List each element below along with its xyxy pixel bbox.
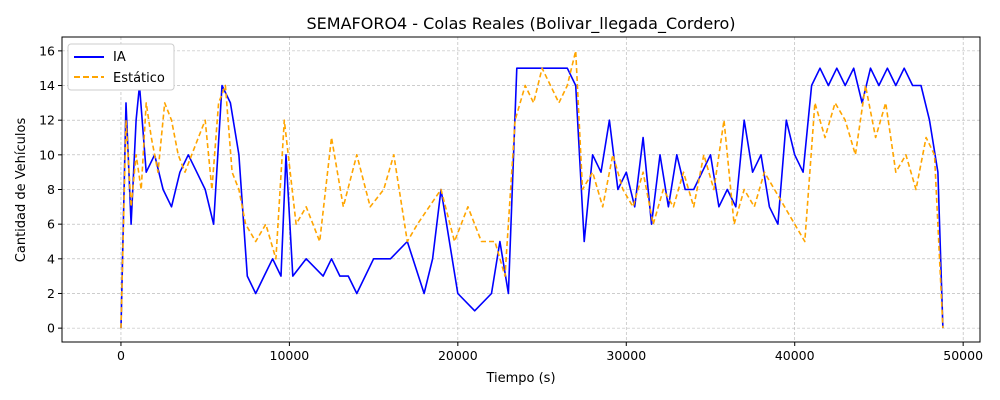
y-tick-label: 6 — [47, 217, 55, 232]
y-tick-label: 2 — [47, 286, 55, 301]
legend-label-estatico: Estático — [113, 71, 165, 86]
y-axis: 0 2 4 6 8 10 12 14 16 — [39, 43, 62, 336]
legend-box — [67, 43, 175, 91]
series-line-est-tico — [120, 50, 944, 329]
x-axis-label: Tiempo (s) — [485, 371, 555, 386]
legend-label-ia: IA — [113, 50, 126, 65]
y-tick-label: 8 — [47, 182, 55, 197]
x-tick-label: 0 — [117, 348, 125, 363]
series-layer — [120, 50, 944, 329]
y-tick-label: 4 — [47, 251, 55, 266]
x-tick-label: 30000 — [606, 348, 646, 363]
series-line-ia — [120, 67, 944, 329]
x-tick-label: 20000 — [438, 348, 478, 363]
legend: IA Estático — [67, 43, 175, 91]
y-tick-label: 0 — [47, 321, 55, 336]
y-tick-label: 16 — [39, 43, 55, 58]
y-tick-label: 14 — [39, 78, 55, 93]
x-tick-label: 50000 — [943, 348, 983, 363]
x-tick-label: 10000 — [270, 348, 310, 363]
chart-title: SEMAFORO4 - Colas Reales (Bolivar_llegad… — [307, 14, 736, 34]
y-tick-label: 10 — [39, 147, 55, 162]
plot-area — [61, 36, 981, 343]
y-axis-label: Cantidad de Vehículos — [14, 118, 29, 263]
x-tick-label: 40000 — [775, 348, 815, 363]
y-tick-label: 12 — [39, 113, 55, 128]
x-axis: 0 10000 20000 30000 40000 50000 — [117, 342, 983, 363]
